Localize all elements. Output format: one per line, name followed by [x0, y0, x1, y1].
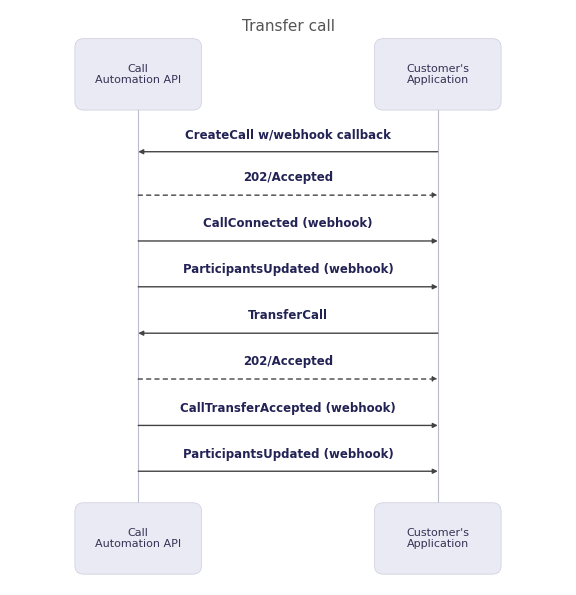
Text: Customer's
Application: Customer's Application — [406, 528, 469, 549]
Text: 202/Accepted: 202/Accepted — [243, 355, 333, 368]
Text: Call
Automation API: Call Automation API — [95, 528, 181, 549]
Text: Transfer call: Transfer call — [241, 19, 335, 35]
Text: CallConnected (webhook): CallConnected (webhook) — [203, 217, 373, 230]
Text: CreateCall w/webhook callback: CreateCall w/webhook callback — [185, 128, 391, 141]
Text: TransferCall: TransferCall — [248, 309, 328, 322]
FancyBboxPatch shape — [75, 39, 202, 110]
FancyBboxPatch shape — [75, 503, 202, 574]
Text: ParticipantsUpdated (webhook): ParticipantsUpdated (webhook) — [183, 447, 393, 461]
Text: CallTransferAccepted (webhook): CallTransferAccepted (webhook) — [180, 402, 396, 415]
FancyBboxPatch shape — [374, 39, 501, 110]
FancyBboxPatch shape — [374, 503, 501, 574]
Text: 202/Accepted: 202/Accepted — [243, 171, 333, 184]
Text: ParticipantsUpdated (webhook): ParticipantsUpdated (webhook) — [183, 263, 393, 276]
Text: Customer's
Application: Customer's Application — [406, 64, 469, 85]
Text: Call
Automation API: Call Automation API — [95, 64, 181, 85]
